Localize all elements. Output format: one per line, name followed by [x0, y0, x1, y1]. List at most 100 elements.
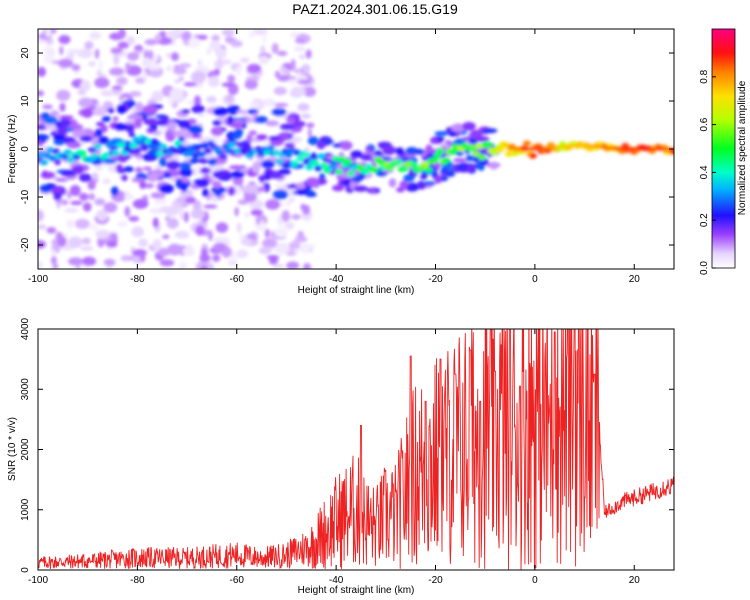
spectrogram-noise-blob: [88, 193, 96, 201]
spectrogram-band-blob: [188, 125, 203, 135]
spectrogram-band-blob: [114, 123, 129, 131]
spectrogram-band-blob: [128, 132, 136, 138]
spectrogram-band-blob: [252, 112, 259, 118]
spectrogram-band-blob: [395, 187, 406, 193]
spectrogram-noise-blob: [50, 256, 57, 265]
spectrogram-ridge-blob: [400, 165, 409, 172]
spectrogram-noise-blob: [290, 86, 307, 97]
spectrogram-ridge-blob: [314, 165, 323, 172]
spectrogram-ridge-blob: [186, 144, 195, 151]
spectrogram-noise-blob: [79, 80, 91, 92]
spectrogram-noise-blob: [192, 200, 202, 212]
spectrogram-noise-blob: [230, 40, 243, 48]
spectrogram-noise-blob: [151, 208, 161, 214]
spectrogram-band-blob: [440, 143, 449, 149]
spectrogram-band-blob: [230, 133, 242, 140]
spectrogram-noise-blob: [46, 226, 57, 234]
spectrogram-noise-blob: [66, 48, 82, 55]
spectrogram-ridge-blob: [287, 147, 296, 154]
spectrogram-noise-blob: [293, 248, 299, 254]
spectrogram-ridge-blob: [150, 138, 159, 145]
spectrogram-band-blob: [195, 178, 210, 188]
spectrogram-band-blob: [178, 119, 191, 129]
spectrogram-noise-blob: [298, 54, 306, 60]
spectrogram-band-blob: [38, 140, 44, 147]
spectrogram-noise-blob: [96, 209, 108, 222]
spectrogram-ridge-blob: [233, 148, 242, 155]
spectrogram-noise-blob: [261, 35, 268, 43]
spectrogram-band-blob: [284, 142, 295, 149]
spectrogram-noise-blob: [140, 254, 146, 262]
spectrogram-ridge-blob: [183, 151, 192, 158]
spectrogram-noise-blob: [206, 48, 212, 55]
spectrogram-noise-blob: [277, 74, 290, 82]
spectrogram-band-blob: [265, 120, 280, 127]
spectrogram-band-blob: [212, 170, 227, 179]
spectrogram-band-blob: [181, 109, 191, 114]
spectrogram-noise-blob: [38, 261, 43, 268]
spectrogram-noise-blob: [166, 217, 179, 229]
spectrogram-noise-blob: [182, 246, 195, 257]
spectrogram-band-blob: [307, 136, 319, 146]
spectrogram-band-blob: [340, 140, 353, 151]
spectrogram-band-blob: [212, 180, 222, 189]
spectrogram-noise-blob: [264, 228, 270, 239]
spectrogram-band-blob: [272, 189, 289, 200]
spectrogram-noise-blob: [167, 243, 183, 256]
spectrogram-band-blob: [374, 150, 383, 157]
spectrogram-band-blob: [248, 130, 258, 136]
spectrogram-noise-blob: [258, 247, 271, 255]
spectrogram-y-tick-label: 10: [20, 95, 31, 107]
spectrogram-noise-blob: [90, 108, 107, 116]
spectrogram-ridge-blob: [63, 148, 72, 155]
spectrogram-band-blob: [159, 183, 174, 194]
spectrogram-band-blob: [462, 121, 476, 131]
spectrogram-noise-blob: [64, 207, 79, 213]
spectrogram-band-blob: [71, 164, 84, 175]
spectrogram-noise-blob: [45, 29, 52, 38]
spectrogram-noise-blob: [291, 214, 301, 220]
spectrogram-noise-blob: [200, 265, 208, 269]
spectrogram-noise-blob: [124, 190, 130, 200]
spectrogram-noise-blob: [270, 230, 276, 239]
spectrogram-noise-blob: [78, 97, 93, 108]
spectrogram-band-blob: [135, 101, 144, 112]
spectrogram-band-blob: [451, 123, 466, 133]
spectrogram-ridge-blob: [66, 156, 75, 163]
spectrogram-noise-blob: [244, 79, 258, 90]
spectrogram-band-blob: [257, 186, 266, 192]
spectrogram-band-blob: [388, 178, 397, 188]
spectrogram-noise-blob: [209, 40, 222, 51]
spectrogram-noise-blob: [103, 202, 118, 213]
spectrogram-band-blob: [87, 147, 98, 153]
spectrogram-ridge-blob: [317, 153, 326, 160]
spectrogram-ridge-blob: [490, 149, 499, 156]
spectrogram-noise-blob: [255, 214, 268, 226]
colorbar-tick-label: 0.2: [699, 213, 710, 227]
spectrogram-noise-blob: [124, 206, 131, 217]
spectrogram-y-tick-label: -10: [20, 189, 31, 204]
spectrogram-noise-blob: [125, 62, 131, 72]
spectrogram-noise-blob: [38, 209, 44, 222]
spectrogram-noise-blob: [102, 178, 111, 185]
spectrogram-ridge-blob: [332, 155, 341, 162]
spectrogram-ridge-blob: [105, 141, 114, 148]
spectrogram-ridge-blob: [117, 141, 126, 148]
spectrogram-noise-blob: [248, 31, 256, 38]
spectrogram-noise-blob: [248, 102, 259, 109]
spectrogram-noise-blob: [286, 261, 300, 269]
spectrogram-noise-blob: [142, 70, 148, 81]
spectrogram-noise-blob: [112, 116, 119, 122]
spectrogram-noise-blob: [38, 240, 47, 249]
spectrogram-band-blob: [453, 158, 467, 163]
spectrogram-noise-blob: [111, 85, 123, 90]
spectrogram-noise-blob: [211, 34, 220, 42]
spectrogram-band-blob: [191, 144, 203, 150]
snr-x-tick-label: 0: [532, 575, 538, 586]
spectrogram-band-blob: [178, 167, 193, 178]
colorbar-label: Normalized spectral amplitude: [737, 80, 748, 215]
spectrogram-noise-blob: [294, 236, 301, 245]
spectrogram-noise-blob: [239, 57, 250, 63]
spectrogram-noise-blob: [197, 34, 208, 40]
spectrogram-band-blob: [50, 188, 65, 193]
